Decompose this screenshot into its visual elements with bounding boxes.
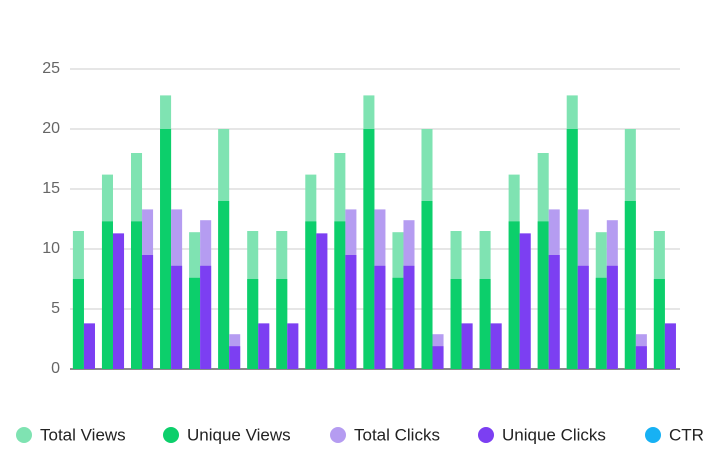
bar xyxy=(218,201,230,369)
bar xyxy=(479,279,491,369)
y-tick-label: 25 xyxy=(42,60,60,77)
bar xyxy=(653,279,665,369)
bar xyxy=(577,265,589,369)
legend-label: Unique Views xyxy=(187,425,291,444)
bar xyxy=(72,279,84,369)
bar xyxy=(316,233,328,369)
bar xyxy=(374,265,386,369)
bar xyxy=(450,279,462,369)
bar xyxy=(189,277,201,369)
legend-label: CTR xyxy=(669,425,704,444)
bar xyxy=(635,346,647,369)
bar xyxy=(276,279,288,369)
legend-swatch xyxy=(16,427,32,443)
bar xyxy=(537,221,549,369)
y-tick-label: 10 xyxy=(42,240,60,257)
legend-label: Total Clicks xyxy=(354,425,440,444)
legend-swatch xyxy=(163,427,179,443)
y-tick-label: 15 xyxy=(42,180,60,197)
bar xyxy=(421,201,433,369)
bar xyxy=(258,323,270,369)
legend-swatch xyxy=(645,427,661,443)
bar xyxy=(142,255,154,369)
y-tick-label: 0 xyxy=(51,360,60,377)
bar xyxy=(160,129,172,369)
bar xyxy=(403,265,415,369)
bar xyxy=(112,233,125,369)
bar xyxy=(83,323,95,369)
bar xyxy=(490,323,502,369)
bar xyxy=(334,221,346,369)
bar xyxy=(287,323,299,369)
y-tick-label: 20 xyxy=(42,120,60,137)
bar xyxy=(229,346,241,369)
bar xyxy=(101,221,113,369)
bar xyxy=(131,221,143,369)
bar xyxy=(606,265,618,369)
bar xyxy=(363,129,375,369)
bar xyxy=(566,129,578,369)
bar xyxy=(247,279,259,369)
legend-label: Total Views xyxy=(40,425,126,444)
bar xyxy=(200,265,212,369)
bar xyxy=(519,233,531,369)
legend-swatch xyxy=(478,427,494,443)
bar xyxy=(548,255,560,369)
bar xyxy=(392,277,404,369)
bar xyxy=(595,277,607,369)
bar xyxy=(508,221,520,369)
bar xyxy=(305,221,317,369)
y-tick-label: 5 xyxy=(51,300,60,317)
legend-swatch xyxy=(330,427,346,443)
bar xyxy=(432,346,444,369)
bar xyxy=(461,323,473,369)
bar xyxy=(664,323,676,369)
bar xyxy=(345,255,357,369)
legend-label: Unique Clicks xyxy=(502,425,606,444)
bar xyxy=(171,265,183,369)
bar xyxy=(624,201,636,369)
